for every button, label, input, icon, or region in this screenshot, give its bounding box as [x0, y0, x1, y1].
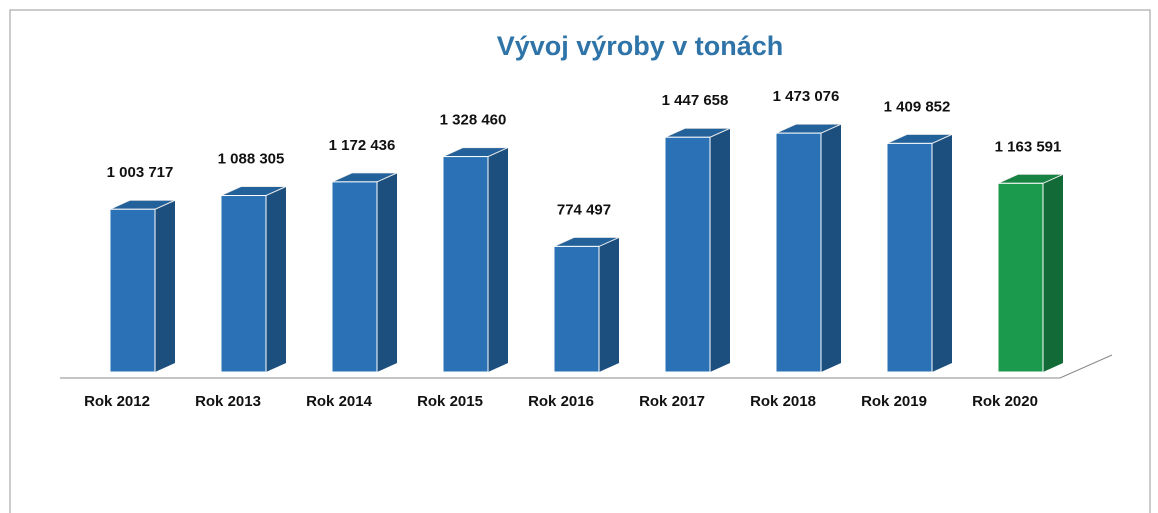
value-label: 1 447 658	[662, 92, 729, 109]
bar-side-shade	[155, 200, 175, 372]
bar-side	[377, 172, 397, 372]
bar-top-shade	[998, 174, 1063, 184]
bar-side	[155, 200, 175, 372]
frame	[9, 9, 1151, 513]
chart-title: Vývoj výroby v tonách	[497, 31, 784, 61]
value-label: 1 409 852	[884, 98, 951, 115]
bar-top-shade	[887, 134, 952, 144]
bar-side-shade	[599, 237, 619, 372]
bar-side	[266, 186, 286, 372]
x-tick-label: Rok 2014	[306, 393, 373, 410]
x-tick-label: Rok 2017	[639, 393, 705, 410]
bar-side	[488, 147, 508, 372]
x-tick-label: Rok 2013	[195, 393, 261, 410]
x-tick-label: Rok 2018	[750, 393, 816, 410]
value-label: 1 088 305	[218, 150, 285, 167]
bar	[664, 136, 711, 373]
bar-side-shade	[821, 124, 841, 373]
bar-side	[821, 124, 841, 373]
bar-top-shade	[776, 124, 841, 134]
value-label: 1 003 717	[107, 164, 174, 181]
bar	[886, 142, 933, 373]
value-label: 1 473 076	[773, 88, 840, 105]
floor-line	[60, 354, 1113, 379]
bar-side	[599, 237, 619, 372]
bar-top-shade	[665, 128, 730, 138]
bar-top-shade	[443, 147, 508, 157]
x-tick-label: Rok 2016	[528, 393, 594, 410]
x-tick-label: Rok 2012	[84, 393, 150, 410]
x-tick-label: Rok 2020	[972, 393, 1038, 410]
bar-side-shade	[1043, 174, 1063, 372]
bar-top-shade	[332, 172, 397, 182]
bar	[775, 132, 822, 373]
bar-top-shade	[110, 200, 175, 210]
value-label: 1 172 436	[329, 137, 396, 154]
bar-side	[710, 128, 730, 372]
bar	[220, 195, 267, 373]
bar-side-shade	[932, 134, 952, 372]
bar	[442, 156, 489, 373]
bar-top-shade	[221, 186, 286, 196]
x-tick-label: Rok 2015	[417, 393, 483, 410]
bar-side	[932, 134, 952, 372]
x-tick-label: Rok 2019	[861, 393, 927, 410]
bar	[553, 245, 600, 373]
bar	[997, 182, 1044, 373]
bar-side	[1043, 174, 1063, 372]
bar	[109, 208, 156, 373]
value-label: 774 497	[557, 201, 611, 218]
bar-side-shade	[377, 172, 397, 372]
bar-side-shade	[488, 147, 508, 372]
value-label: 1 328 460	[440, 112, 507, 129]
bar-top-shade	[554, 237, 619, 247]
bar-side-shade	[266, 186, 286, 372]
bar	[331, 181, 378, 373]
bar-side-shade	[710, 128, 730, 372]
value-label: 1 163 591	[995, 138, 1062, 155]
